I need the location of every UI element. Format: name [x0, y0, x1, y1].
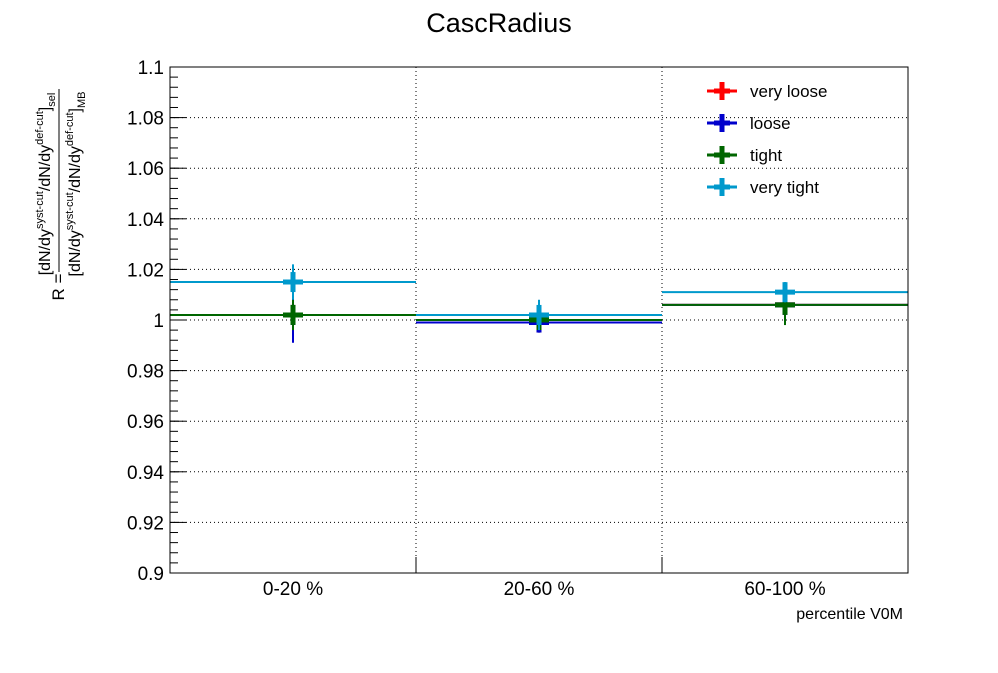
label-text-segment: sel [46, 93, 58, 107]
y-tick-label: 1.06 [127, 159, 164, 180]
plot-frame [169, 66, 909, 574]
label-text-segment: MB [76, 92, 88, 109]
y-tick-label: 1.08 [127, 109, 164, 130]
legend-label: very loose [750, 82, 827, 101]
legend-entry: very loose [707, 82, 827, 101]
label-text-segment: [dN/dy [37, 229, 54, 275]
label-text-segment: [dN/dy [67, 230, 84, 276]
y-tick-label: 0.96 [127, 412, 164, 433]
y-axis-label-numerator: [dN/dysyst-cut/dN/dydef-cut]sel [34, 93, 58, 276]
data-series [170, 264, 908, 343]
y-tick-label: 1.1 [138, 58, 164, 79]
label-text-segment: syst-cut [64, 192, 76, 230]
y-tick-label: 0.94 [127, 463, 164, 484]
x-axis-label: percentile V0M [796, 606, 903, 623]
label-text-segment: ] [67, 108, 84, 112]
y-tick-label: 0.9 [138, 564, 164, 585]
x-tick-label: 60-100 % [744, 579, 825, 600]
label-text-segment: ] [37, 107, 54, 111]
legend: very loose loose tight very tight [707, 82, 827, 197]
y-axis-label-prefix: R = [49, 273, 68, 300]
y-tick-label: 1.04 [127, 210, 164, 231]
y-axis-label-denominator: [dN/dysyst-cut/dN/dydef-cut]MB [64, 92, 88, 277]
y-axis-label: R = [dN/dysyst-cut/dN/dydef-cut]sel [dN/… [34, 89, 88, 300]
label-text-segment: /dN/dy [37, 145, 54, 191]
legend-label: loose [750, 114, 791, 133]
label-text-segment: syst-cut [34, 191, 46, 229]
y-tick-label: 1 [153, 311, 164, 332]
y-tick-label: 0.98 [127, 362, 164, 383]
legend-entry: tight [707, 146, 782, 165]
legend-label: very tight [750, 178, 819, 197]
label-text-segment: /dN/dy [67, 146, 84, 192]
x-tick-label: 20-60 % [504, 579, 575, 600]
legend-entry: loose [707, 114, 791, 133]
axes: 0.9 0.92 0.94 0.96 0.98 1 1.02 1.04 1.06 1.08 1.1 0… [127, 58, 826, 600]
y-tick-label: 0.92 [127, 513, 164, 534]
label-text-segment: def-cut [64, 112, 76, 146]
x-tick-label: 0-20 % [263, 579, 323, 600]
legend-entry: very tight [707, 178, 819, 197]
y-tick-label: 1.02 [127, 260, 164, 281]
legend-label: tight [750, 146, 782, 165]
chart-title: CascRadius [426, 8, 572, 38]
series-very-tight [170, 264, 908, 331]
label-text-segment: def-cut [34, 111, 46, 145]
